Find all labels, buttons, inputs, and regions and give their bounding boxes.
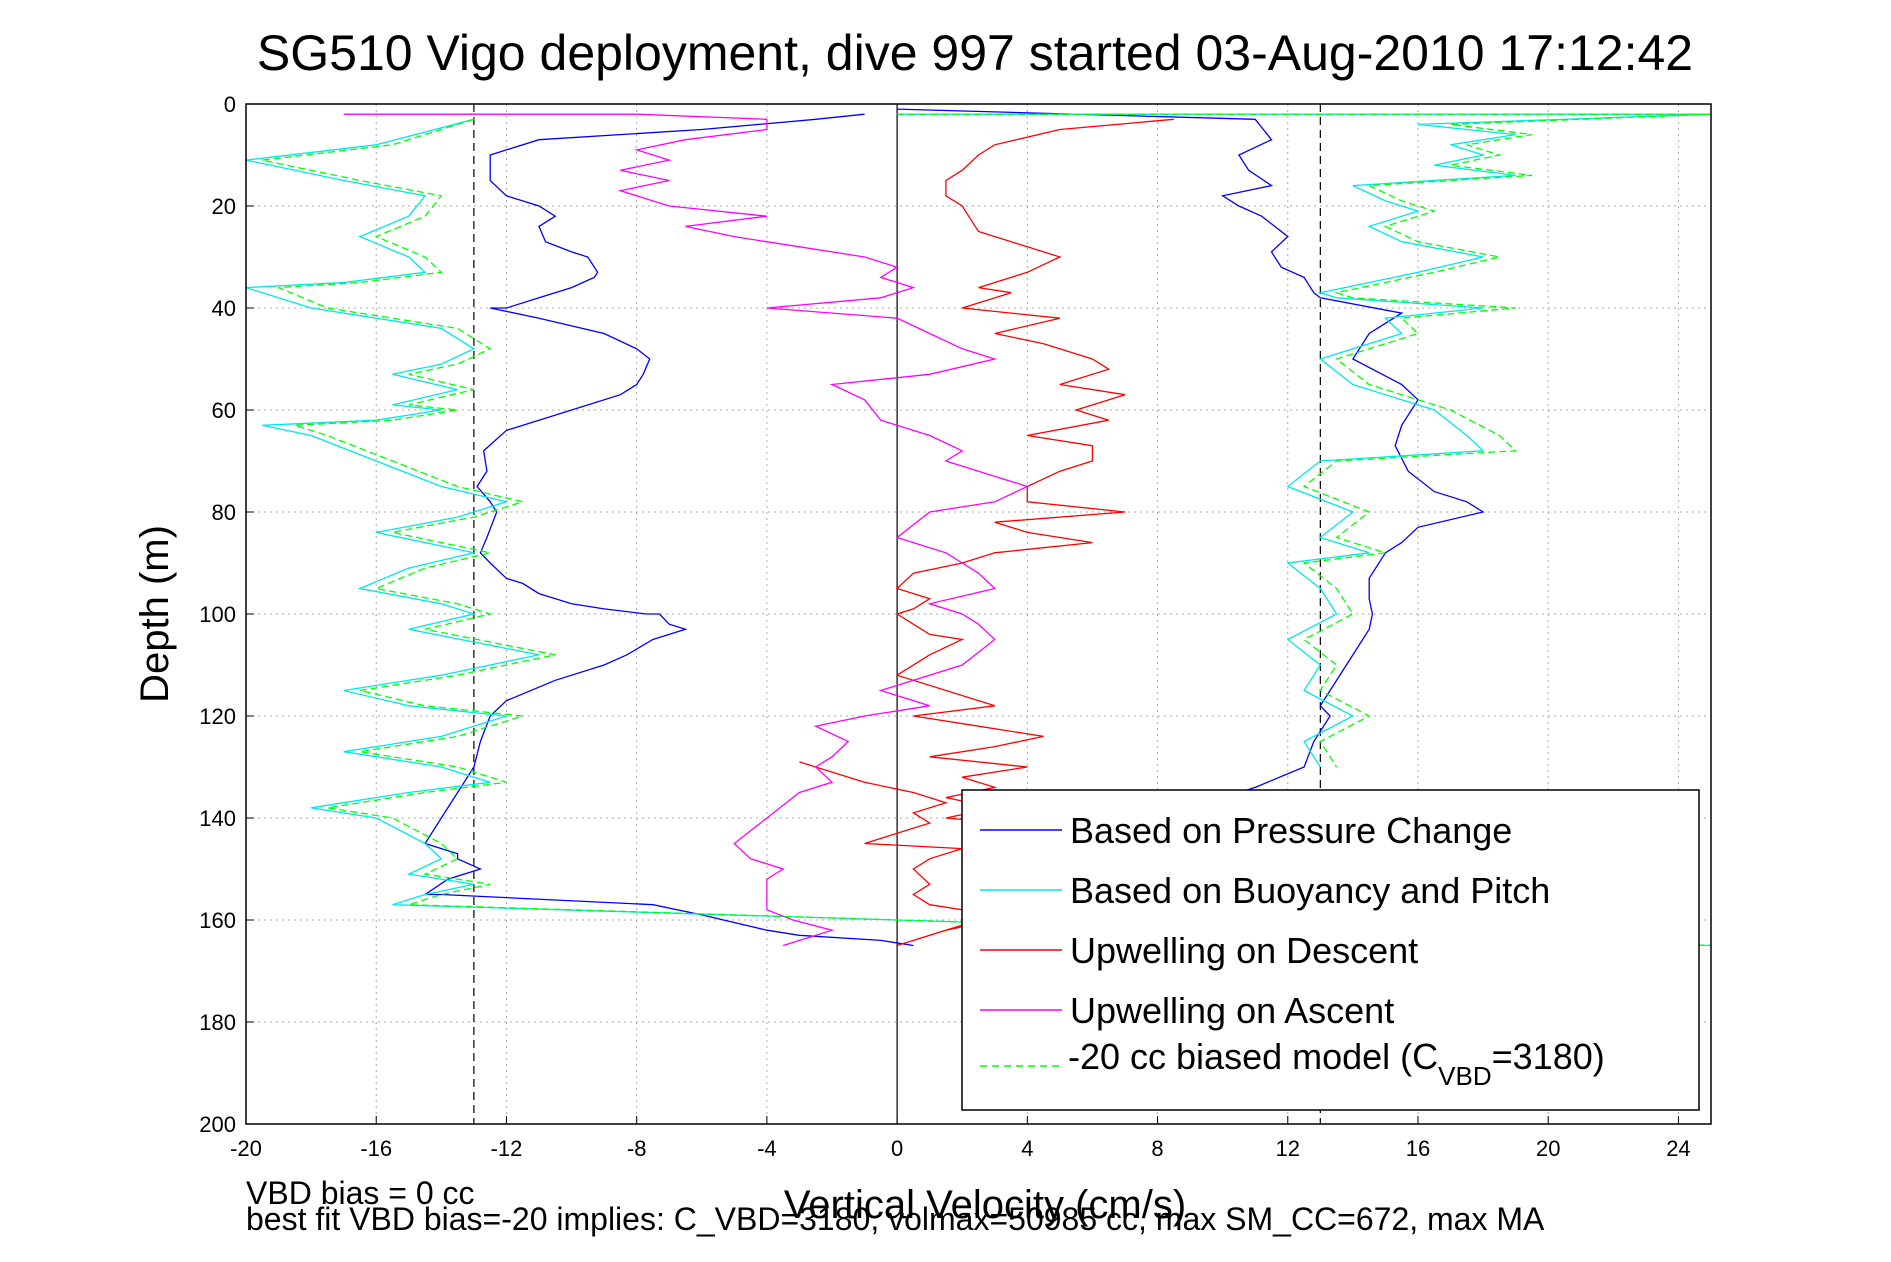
legend-label-descent: Upwelling on Descent bbox=[1070, 930, 1418, 971]
x-tick-label: 8 bbox=[1151, 1136, 1163, 1161]
legend-biased-prefix: -20 cc biased model (C bbox=[1068, 1036, 1438, 1077]
x-tick-label: -8 bbox=[627, 1136, 647, 1161]
series-upwelling-ascent bbox=[343, 113, 1030, 947]
chart-title: SG510 Vigo deployment, dive 997 started … bbox=[257, 25, 1693, 81]
series-buoyancy-pitch-ascent bbox=[897, 113, 1712, 768]
y-tick-label: 20 bbox=[212, 194, 236, 219]
y-tick-label: 100 bbox=[199, 602, 236, 627]
x-tick-label: -20 bbox=[230, 1136, 262, 1161]
x-tick-label: -12 bbox=[491, 1136, 523, 1161]
footer-line-1: VBD bias = 0 cc bbox=[246, 1175, 475, 1211]
x-tick-label: 4 bbox=[1021, 1136, 1033, 1161]
y-tick-label: 80 bbox=[212, 500, 236, 525]
legend: Based on Pressure Change Based on Buoyan… bbox=[961, 789, 1700, 1111]
y-tick-label: 140 bbox=[199, 806, 236, 831]
legend-label-buoyancy: Based on Buoyancy and Pitch bbox=[1070, 870, 1550, 911]
y-axis-label: Depth (m) bbox=[133, 525, 177, 703]
legend-label-biased-model: -20 cc biased model (CVBD=3180) bbox=[1068, 1036, 1605, 1091]
legend-biased-subscript: VBD bbox=[1438, 1061, 1491, 1091]
series-biased-model-ascent bbox=[897, 113, 1712, 768]
axis-ticks: -20 -16 -12 -8 -4 0 4 8 12 16 20 24 0 20 40 60 80 100 120 1… bbox=[199, 92, 1690, 1161]
legend-label-ascent: Upwelling on Ascent bbox=[1070, 990, 1394, 1031]
x-tick-label: 16 bbox=[1406, 1136, 1430, 1161]
x-tick-label: -16 bbox=[360, 1136, 392, 1161]
x-tick-label: 20 bbox=[1536, 1136, 1560, 1161]
x-tick-label: 12 bbox=[1276, 1136, 1300, 1161]
series-biased-model bbox=[262, 118, 1712, 947]
legend-biased-suffix: =3180) bbox=[1492, 1036, 1605, 1077]
y-tick-label: 60 bbox=[212, 398, 236, 423]
y-tick-label: 120 bbox=[199, 704, 236, 729]
footer-line-2: best fit VBD bias=-20 implies: C_VBD=318… bbox=[246, 1201, 1545, 1237]
legend-label-pressure: Based on Pressure Change bbox=[1070, 810, 1512, 851]
y-tick-label: 180 bbox=[199, 1010, 236, 1035]
y-tick-label: 0 bbox=[224, 92, 236, 117]
x-tick-label: 24 bbox=[1666, 1136, 1690, 1161]
y-tick-label: 40 bbox=[212, 296, 236, 321]
y-tick-label: 160 bbox=[199, 908, 236, 933]
x-tick-label: 0 bbox=[891, 1136, 903, 1161]
legend-box bbox=[961, 789, 1700, 1111]
series-buoyancy-pitch bbox=[245, 118, 1712, 947]
series-pressure-change-ascent bbox=[897, 108, 1485, 804]
x-tick-label: -4 bbox=[757, 1136, 777, 1161]
series-pressure-change bbox=[422, 113, 914, 947]
y-tick-label: 200 bbox=[199, 1112, 236, 1137]
x-axis-label: Vertical Velocity (cm/s) bbox=[784, 1183, 1186, 1227]
